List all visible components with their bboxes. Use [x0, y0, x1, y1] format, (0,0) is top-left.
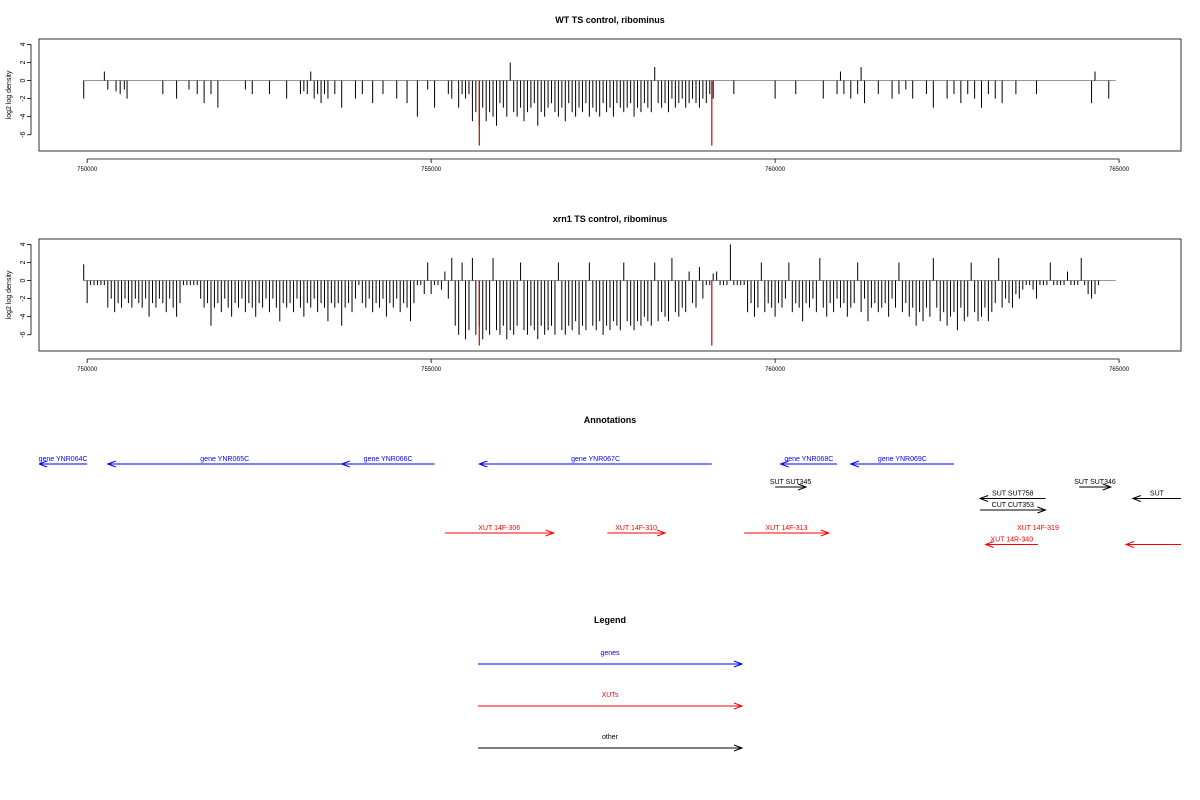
annotation-xut-14f-310: XUT 14F-310	[607, 525, 667, 537]
xrn1-y-tick-label: 0	[20, 279, 27, 283]
annotation-label: SUT	[1150, 491, 1165, 498]
legend-label: XUTs	[602, 692, 619, 699]
xrn1-panel: xrn1 TS control, ribominus log2 log dens…	[6, 214, 1182, 373]
wt-panel: WT TS control, ribominus log2 log densit…	[6, 15, 1182, 173]
xrn1-x-tick-label: 755000	[421, 367, 442, 373]
annotation-gene-ynr065c: gene YNR065C	[106, 456, 342, 468]
annotation-xut-14f-306: XUT 14F-306	[444, 525, 556, 537]
xrn1-panel-ylabel: log2 log density	[6, 270, 13, 319]
wt-y-tick-label: -6	[20, 132, 27, 138]
annotation-label: XUT 14F-319	[1017, 525, 1059, 532]
annotation-sut-sut345: SUT SUT345	[770, 479, 812, 491]
annotation-gene-ynr064c: gene YNR064C	[39, 456, 88, 468]
legend-label: genes	[600, 650, 620, 657]
annotation-label: XUT 14F-306	[478, 525, 520, 532]
annotation-label: gene YNR068C	[784, 456, 833, 463]
annotations-title: Annotations	[584, 415, 637, 425]
annotation-xut-14f-313: XUT 14F-313	[744, 525, 831, 537]
annotation-sut-sut758: SUT SUT758	[978, 491, 1046, 502]
wt-axes: 4 2 0 -2 -4 -6 750000 755000 760000 765000	[20, 42, 1130, 173]
wt-panel-ylabel: log2 log density	[6, 70, 13, 119]
wt-x-tick-label: 755000	[421, 167, 442, 173]
xrn1-marks	[83, 244, 1116, 346]
annotation-label: gene YNR066C	[364, 456, 413, 463]
annotation-xut-14r-340: XUT 14R-340	[984, 537, 1038, 548]
wt-panel-title: WT TS control, ribominus	[555, 15, 665, 25]
legend: Legend genes XUTs other	[478, 615, 744, 752]
xrn1-plot-frame	[38, 238, 1182, 352]
annotation-xut-14f-319: XUT 14F-319	[1017, 525, 1059, 532]
annotation-label: XUT 14F-313	[766, 525, 808, 532]
annotation-sut-sut346: SUT SUT346	[1074, 479, 1116, 491]
wt-y-tick-label: -4	[20, 113, 27, 119]
xrn1-axes: 4 2 0 -2 -4 -6 750000 755000 760000 765000	[20, 242, 1130, 373]
annotation-sut: SUT	[1131, 491, 1181, 502]
annotations-panel: Annotations gene YNR064C gene YNR065C gene…	[39, 415, 1181, 548]
annotation-label: gene YNR067C	[571, 456, 620, 463]
xrn1-panel-title: xrn1 TS control, ribominus	[553, 214, 668, 224]
legend-item-other: other	[478, 734, 744, 752]
wt-y-tick-label: 2	[20, 60, 27, 64]
wt-x-tick-label: 750000	[77, 167, 98, 173]
xrn1-y-tick-label: -4	[20, 313, 27, 319]
annotation-gene-ynr068c: gene YNR068C	[779, 456, 838, 468]
xrn1-y-tick-label: 4	[20, 242, 27, 246]
legend-item-genes: genes	[478, 650, 744, 668]
wt-marks	[83, 62, 1116, 146]
annotation-label: SUT SUT346	[1074, 479, 1116, 486]
annotation-label: XUT 14R-340	[990, 537, 1033, 544]
wt-x-tick-label: 765000	[1109, 167, 1130, 173]
wt-y-tick-label: -2	[20, 95, 27, 101]
annotation-label: gene YNR069C	[878, 456, 927, 463]
xrn1-x-tick-label: 765000	[1109, 367, 1130, 373]
annotation-label: gene YNR064C	[39, 456, 88, 463]
annotation-label: SUT SUT345	[770, 479, 812, 486]
legend-title: Legend	[594, 615, 626, 625]
wt-y-tick-label: 0	[20, 79, 27, 83]
annotation-gene-ynr066c: gene YNR066C	[340, 456, 435, 468]
annotation-features: gene YNR064C gene YNR065C gene YNR066C gene…	[39, 456, 1181, 548]
annotation-gene-ynr069c: gene YNR069C	[849, 456, 954, 468]
wt-plot-frame	[38, 38, 1182, 152]
legend-items: genes XUTs other	[478, 650, 744, 752]
xrn1-y-tick-label: 2	[20, 260, 27, 264]
annotation-label: XUT 14F-310	[615, 525, 657, 532]
wt-x-tick-label: 760000	[765, 167, 786, 173]
wt-y-tick-label: 4	[20, 42, 27, 46]
xrn1-x-tick-label: 750000	[77, 367, 98, 373]
annotation-cut-cut353: CUT CUT353	[980, 502, 1047, 514]
annotation-label: CUT CUT353	[992, 502, 1034, 509]
annotation-arrow	[1124, 541, 1181, 548]
legend-item-xuts: XUTs	[478, 692, 744, 710]
xrn1-x-tick-label: 760000	[765, 367, 786, 373]
legend-label: other	[602, 734, 619, 741]
annotation-label: SUT SUT758	[992, 491, 1034, 498]
xrn1-y-tick-label: -2	[20, 295, 27, 301]
annotation-label: gene YNR065C	[200, 456, 249, 463]
annotation-gene-ynr067c: gene YNR067C	[477, 456, 712, 468]
xrn1-y-tick-label: -6	[20, 332, 27, 338]
